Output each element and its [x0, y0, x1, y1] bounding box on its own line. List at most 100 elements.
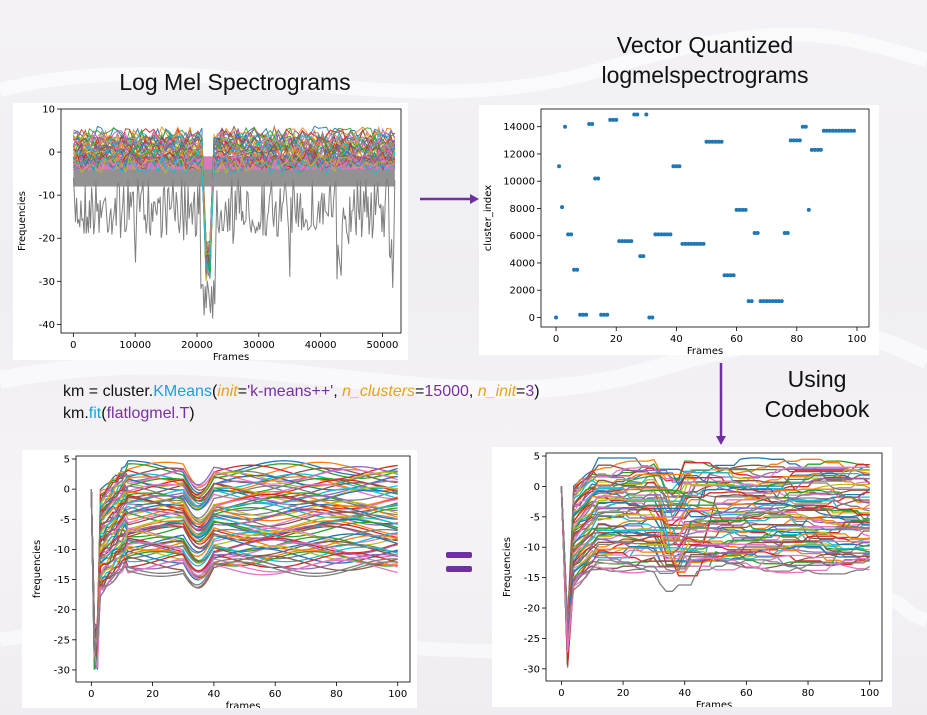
scatter-point	[758, 299, 763, 304]
scatter-point	[659, 232, 664, 237]
y-tick-label: 4000	[510, 258, 535, 269]
scatter-point	[851, 128, 856, 133]
y-tick-label: 2000	[510, 286, 535, 297]
scatter-point	[737, 207, 742, 212]
x-tick-label: 0	[553, 334, 559, 345]
scatter-point	[560, 205, 565, 210]
code-token: ,	[468, 383, 478, 400]
scatter-point	[782, 230, 787, 235]
scatter-point	[809, 147, 814, 152]
code-token: km.	[63, 405, 89, 422]
axes-frame	[545, 452, 883, 682]
x-tick-label: 40000	[305, 340, 337, 351]
frames-lines-chart: 0 20 40 60 80 100 5 0 -5 -10 -15 -20 -25 -30 frames fre…	[32, 455, 411, 712]
y-tick-label: -30	[54, 665, 70, 676]
x-tick-label: 0	[70, 340, 76, 351]
code-token: =	[237, 383, 248, 400]
scatter-point	[707, 139, 712, 144]
y-tick-label: -20	[524, 604, 540, 615]
series-line	[90, 467, 398, 657]
x-tick-label: 60	[740, 688, 753, 699]
series-line	[90, 489, 398, 655]
scatter-point	[713, 139, 718, 144]
scatter-point	[743, 207, 748, 212]
series-line	[72, 149, 396, 273]
scatter-point	[746, 299, 751, 304]
scatter-point	[599, 312, 604, 317]
scatter-point	[554, 315, 559, 320]
scatter-point	[686, 241, 691, 246]
scatter-point	[593, 176, 598, 181]
scatter-point	[812, 147, 817, 152]
scatter-point	[764, 299, 769, 304]
x-tick-label: 80	[802, 688, 815, 699]
series-line	[560, 460, 871, 648]
y-axis-label: frequencies	[32, 540, 43, 598]
scatter-point	[842, 128, 847, 133]
scatter-point	[680, 241, 685, 246]
scatter-point	[623, 239, 628, 244]
scatter-point	[605, 312, 610, 317]
code-token: =	[415, 383, 425, 400]
code-token: 15000	[424, 383, 469, 400]
x-tick-label: 40	[670, 334, 683, 345]
series-line	[73, 126, 396, 279]
series-line	[90, 466, 398, 669]
y-tick-label: 10000	[503, 177, 535, 188]
series-line	[90, 489, 398, 664]
code-token: 3	[525, 383, 535, 400]
scatter-point	[692, 241, 697, 246]
vq-scatter-chart: 0 20 40 60 80 100 14000 12000 10000 8000 6000 4000 2…	[483, 108, 870, 357]
scatter-point	[845, 128, 850, 133]
x-tick-label: 20	[146, 689, 159, 700]
y-tick-label: -25	[524, 634, 540, 645]
scatter-point	[821, 128, 826, 133]
y-axis-label: cluster_index	[483, 185, 494, 251]
series-line	[90, 489, 398, 661]
scatter-point	[563, 124, 568, 129]
y-axis-label: Frequencies	[502, 537, 513, 597]
scatter-point	[830, 128, 835, 133]
series-line	[90, 460, 398, 664]
series-line	[90, 489, 398, 665]
scatter-point	[683, 241, 688, 246]
y-tick-label: -10	[39, 191, 55, 202]
scatter-point	[797, 138, 802, 143]
scatter-point	[662, 232, 667, 237]
scatter-point	[590, 121, 595, 126]
y-tick-label: -30	[39, 277, 55, 288]
scatter-point	[848, 128, 853, 133]
log-mel-chart: 0 10000 20000 30000 40000 50000 10 0 -10 -20 -30 -4…	[17, 105, 402, 363]
series-line	[72, 139, 396, 271]
scatter-point	[773, 299, 778, 304]
y-tick-label: 6000	[510, 231, 535, 242]
code-token: km = cluster.	[63, 383, 154, 400]
series-line	[560, 486, 870, 666]
x-tick-label: 40	[678, 688, 691, 699]
log-mel-panel: 0 10000 20000 30000 40000 50000 10 0 -10 -20 -30 -4…	[13, 103, 408, 363]
scatter-point	[833, 128, 838, 133]
scatter-point	[728, 273, 733, 278]
code-token: n_init	[477, 383, 517, 400]
y-tick-label: -40	[39, 320, 55, 331]
y-tick-label: -10	[54, 545, 70, 556]
y-tick-label: -15	[54, 575, 70, 586]
series-line	[90, 486, 398, 653]
x-axis-label: Frames	[687, 346, 723, 355]
x-tick-label: 100	[847, 334, 866, 345]
axes-frame	[60, 108, 402, 334]
x-axis-label: frames	[226, 701, 261, 708]
codebook-label-line2: Codebook	[764, 396, 870, 422]
scatter-point	[650, 315, 655, 320]
y-tick-label: 12000	[503, 149, 535, 160]
scatter-point	[569, 232, 574, 237]
y-tick-label: 0	[534, 482, 540, 493]
scatter-point	[785, 230, 790, 235]
x-axis-label: Frames	[696, 700, 732, 707]
scatter-point	[716, 139, 721, 144]
series-line	[560, 486, 871, 622]
scatter-point	[614, 117, 619, 122]
x-tick-label: 80	[790, 334, 803, 345]
scatter-point	[704, 139, 709, 144]
series-line	[90, 489, 398, 661]
